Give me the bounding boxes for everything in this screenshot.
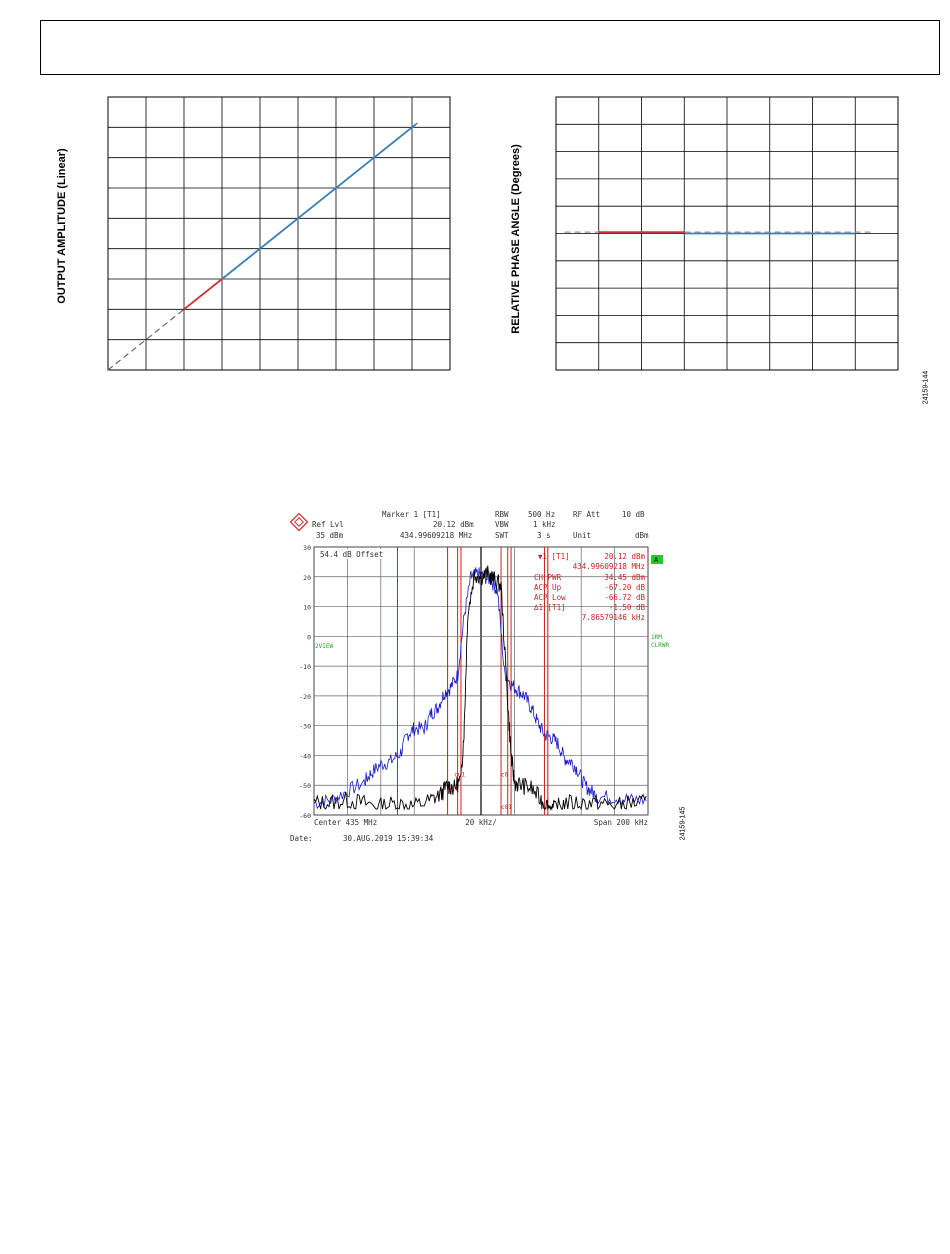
offset-bg bbox=[316, 549, 386, 559]
trace-blue bbox=[313, 567, 647, 810]
ytick-label: 30 bbox=[303, 544, 311, 552]
figure-id-bottom: 24159-145 bbox=[679, 806, 687, 841]
ch-pwr-value: 34.45 dBm bbox=[604, 573, 645, 582]
delta-label: ∆1 [T1] bbox=[533, 603, 566, 612]
clrwr-label: CLRWR bbox=[651, 642, 669, 649]
spectrum-chart: Marker 1 [T1] RBW 500 Hz RF Att 10 dB Ref Lvl… bbox=[289, 510, 669, 843]
rbw-label: RBW bbox=[495, 510, 509, 519]
ytick-label: -10 bbox=[299, 663, 311, 671]
date-value: 30.AUG.2019 15:39:34 bbox=[343, 834, 434, 843]
ylabel-phase-wrap: RELATIVE PHASE ANGLE (Degrees) bbox=[506, 90, 526, 370]
marker-box-level: 20.12 dBm bbox=[604, 552, 645, 561]
ylabel-phase: RELATIVE PHASE ANGLE (Degrees) bbox=[510, 144, 522, 334]
series-line-1 bbox=[183, 278, 223, 311]
vbw-value: 1 kHz bbox=[533, 520, 556, 529]
ref-lvl-label: Ref Lvl bbox=[312, 520, 344, 529]
ytick-label: 20 bbox=[303, 574, 311, 582]
ch-pwr-label: CH PWR bbox=[534, 573, 562, 582]
delta-level: -1.50 dB bbox=[609, 603, 646, 612]
acp-low-label: ACP Low bbox=[534, 593, 566, 602]
acp-up-label: ACP Up bbox=[534, 583, 562, 592]
delta-freq: 7.86579146 kHz bbox=[582, 613, 645, 622]
ylabel-amplitude: OUTPUT AMPLITUDE (Linear) bbox=[56, 148, 68, 304]
logo-icon bbox=[289, 512, 309, 532]
plot-frame bbox=[107, 96, 451, 371]
ytick-label: -30 bbox=[299, 723, 311, 731]
marker-freq: 434.99609218 MHz bbox=[400, 531, 472, 540]
rbw-value: 500 Hz bbox=[528, 510, 555, 519]
date-label: Date: bbox=[290, 834, 313, 843]
label-c01: c01 bbox=[501, 804, 512, 811]
label-cu1: cu1 bbox=[454, 771, 465, 778]
a-badge-bg bbox=[651, 555, 663, 564]
span-label: Span 200 kHz bbox=[594, 818, 648, 827]
ytick-label: -20 bbox=[299, 693, 311, 701]
swt-label: SWT bbox=[495, 531, 509, 540]
logo-inner bbox=[294, 517, 304, 527]
acp-up-value: -67.20 dB bbox=[604, 583, 645, 592]
rf-att-value: 10 dB bbox=[622, 510, 645, 519]
offset-label: 54.4 dB Offset bbox=[320, 550, 383, 559]
one-rm-label: 1RM bbox=[651, 634, 662, 641]
swt-value: 3 s bbox=[537, 531, 551, 540]
phase-chart bbox=[555, 96, 899, 371]
figure-id-top: 24159-144 bbox=[922, 370, 930, 405]
acp-low-value: -66.72 dB bbox=[604, 593, 645, 602]
ytick-label: -50 bbox=[299, 782, 311, 790]
ytick-label: -60 bbox=[299, 812, 311, 820]
unit-label: Unit bbox=[573, 531, 591, 540]
logo-outer bbox=[289, 512, 309, 532]
ytick-label: 10 bbox=[303, 604, 311, 612]
trace-black bbox=[313, 565, 647, 811]
marker-box-label: ▼1 [T1] bbox=[538, 552, 570, 561]
series-line-2 bbox=[221, 123, 417, 280]
rf-att-label: RF Att bbox=[573, 510, 600, 519]
label-cl1: cl1 bbox=[448, 786, 459, 793]
a-badge: A bbox=[654, 556, 659, 564]
ylabel-amplitude-wrap: OUTPUT AMPLITUDE (Linear) bbox=[52, 90, 72, 370]
header-box bbox=[40, 20, 940, 75]
marker-title: Marker 1 [T1] bbox=[382, 510, 441, 519]
view-label: 2VIEW bbox=[315, 643, 333, 650]
marker-box-freq: 434.99609218 MHz bbox=[573, 562, 645, 571]
vbw-label: VBW bbox=[495, 520, 509, 529]
div-label: 20 kHz/ bbox=[465, 818, 497, 827]
ref-lvl-value: 35 dBm bbox=[316, 531, 344, 540]
label-c0: c0 bbox=[501, 771, 509, 778]
amplitude-chart bbox=[107, 96, 451, 371]
center-label: Center 435 MHz bbox=[314, 818, 377, 827]
unit-value: dBm bbox=[635, 531, 649, 540]
ytick-label: -40 bbox=[299, 752, 311, 760]
marker-level: 20.12 dBm bbox=[433, 520, 474, 529]
ytick-label: 0 bbox=[307, 633, 311, 641]
